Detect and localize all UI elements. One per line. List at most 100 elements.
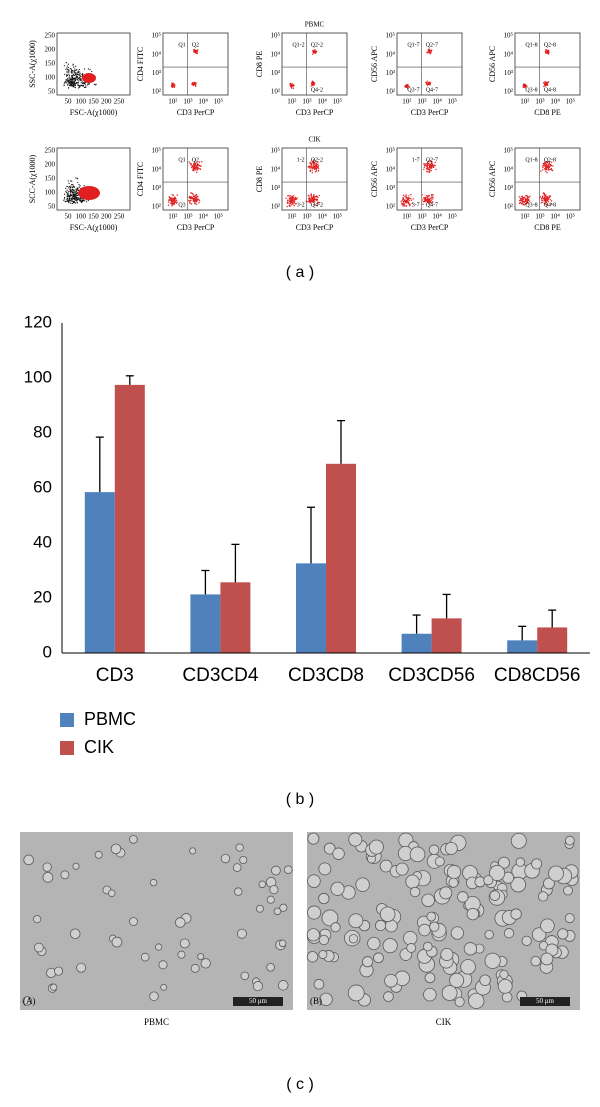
x-tick-label: CD3CD56 <box>388 665 475 686</box>
event-dot <box>198 161 201 163</box>
cell <box>158 960 168 970</box>
event-dot <box>76 201 78 203</box>
cell <box>330 922 341 933</box>
cell <box>434 856 445 867</box>
cell <box>484 952 501 969</box>
event-dot <box>190 203 193 205</box>
event-dot <box>518 196 520 198</box>
cell <box>279 903 288 912</box>
event-dot <box>291 197 294 200</box>
x-axis-label: CD3 PerCP <box>411 223 449 232</box>
quadrant-label: Q2-8 <box>544 157 556 163</box>
cell <box>422 941 433 952</box>
event-dot <box>65 82 67 84</box>
event-dot <box>75 65 77 67</box>
event-dot <box>428 194 430 197</box>
scale-bar <box>520 997 570 1006</box>
event-dot <box>427 200 430 202</box>
event-dot <box>63 83 65 85</box>
event-dot <box>63 199 65 201</box>
quadrant-label: Q3-8 <box>525 202 537 208</box>
x-tick-label: 10⁴ <box>317 98 327 106</box>
event-dot <box>73 78 75 80</box>
event-dot <box>196 171 198 174</box>
event-dot <box>69 77 71 80</box>
event-dot <box>544 198 546 200</box>
y-axis-label: CD4 FITC <box>136 162 145 196</box>
event-dot <box>545 204 547 206</box>
event-dot <box>294 197 297 199</box>
event-dot <box>401 204 403 206</box>
quadrant-label: Q2-7 <box>426 157 438 163</box>
event-dot <box>403 205 406 207</box>
event-dot <box>403 199 405 201</box>
cell <box>220 853 231 864</box>
quadrant-label: Q1-8 <box>525 42 537 48</box>
cell <box>530 956 541 967</box>
image-label: CIK <box>436 1017 452 1027</box>
y-tick-label: 100 <box>45 189 56 197</box>
event-dot <box>317 170 320 172</box>
event-dot <box>75 177 77 179</box>
event-dot <box>69 200 71 202</box>
cell <box>501 991 513 1003</box>
flow-plot: 1-7 Q2-7 3-7 Q4-7 10⁵ 10⁴ 10³ 10² 10² 10³ 10⁴ 10⁵ CD… <box>370 147 463 232</box>
event-dot <box>66 185 68 188</box>
event-dot <box>527 199 530 201</box>
event-dot <box>85 86 87 89</box>
event-dot <box>195 52 197 54</box>
event-dot <box>307 194 310 197</box>
y-axis-label: CD56 APC <box>488 161 497 197</box>
x-tick-label: 150 <box>88 213 99 221</box>
event-dot <box>70 197 72 199</box>
y-axis-label: CD8 PE <box>255 51 264 78</box>
y-tick-label: 0 <box>43 642 52 661</box>
cell <box>277 980 289 991</box>
cell <box>306 928 320 942</box>
event-dot <box>316 204 318 207</box>
x-tick-label: 10² <box>287 213 296 221</box>
cell <box>373 952 384 964</box>
event-dot <box>74 201 76 204</box>
event-dot <box>545 194 547 196</box>
event-dot <box>172 202 175 204</box>
cell <box>42 871 54 883</box>
x-tick-label: 150 <box>88 98 99 106</box>
flow-plot: 1-2 Q2-2 3-2 Q4-2 10⁵ 10⁴ 10³ 10² 10² 10³ 10⁴ 10⁵ CD… <box>255 147 348 232</box>
event-dot <box>76 178 78 180</box>
event-dot <box>174 200 176 203</box>
event-dot <box>195 169 197 171</box>
scale-label: 50 μm <box>249 997 268 1005</box>
event-dot <box>80 78 82 80</box>
cell <box>531 927 547 942</box>
micrograph-bg <box>20 832 293 1010</box>
event-dot <box>423 200 426 203</box>
cell <box>318 892 330 905</box>
event-dot <box>192 168 195 171</box>
event-dot <box>310 163 313 165</box>
event-dot <box>429 159 432 162</box>
cell <box>111 936 123 948</box>
x-tick-label: 10³ <box>302 98 311 106</box>
cell <box>564 913 575 924</box>
event-dot <box>544 200 547 203</box>
event-dot <box>196 196 198 198</box>
event-dot <box>548 163 550 165</box>
event-dot <box>546 52 549 55</box>
event-dot <box>428 82 430 84</box>
y-tick-label: 10⁴ <box>504 165 514 173</box>
event-dot <box>71 82 73 85</box>
y-tick-label: 150 <box>45 60 56 68</box>
event-dot <box>68 73 70 75</box>
event-dot <box>429 201 431 204</box>
event-dot <box>191 82 193 85</box>
event-dot <box>76 198 78 201</box>
x-tick-label: 10⁵ <box>333 213 343 221</box>
event-dot <box>73 71 75 73</box>
event-dot <box>543 199 545 201</box>
event-dot <box>72 194 74 196</box>
event-dot <box>432 196 434 199</box>
event-dot <box>74 68 76 70</box>
cell <box>177 950 186 959</box>
x-axis-label: FSC-A(χ1000) <box>70 223 118 232</box>
